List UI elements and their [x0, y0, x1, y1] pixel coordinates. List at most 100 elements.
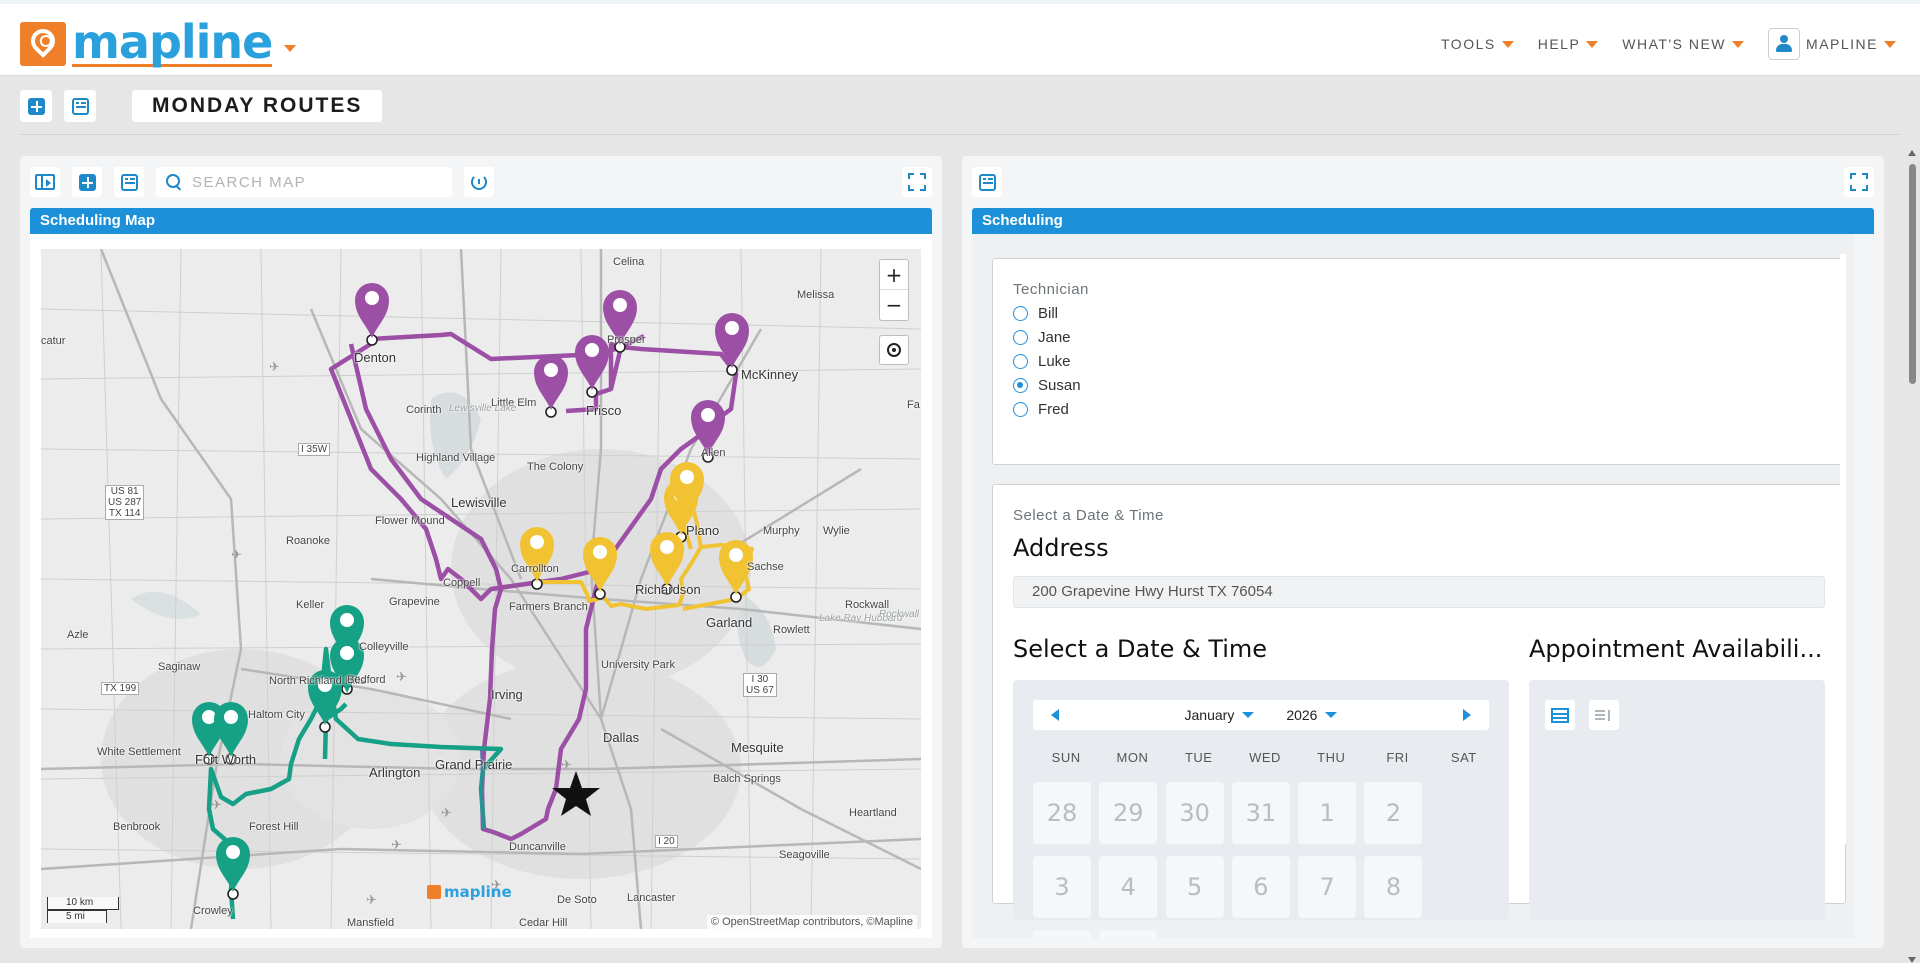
scheduling-list-button[interactable] — [972, 167, 1002, 197]
radio-button[interactable] — [1013, 402, 1028, 417]
pin-teal[interactable] — [308, 670, 342, 725]
locate-button[interactable] — [879, 335, 909, 365]
pin-yellow[interactable] — [520, 527, 554, 582]
table-view-button[interactable] — [1545, 700, 1575, 730]
radio-label: Bill — [1038, 305, 1059, 322]
map-canvas: ✈ ✈ ✈ ✈ ✈ ✈ ✈ ✈ ✈ — [41, 249, 921, 929]
calendar-day[interactable]: 5 — [1165, 856, 1224, 918]
pin-teal[interactable] — [214, 702, 248, 757]
pin-purple[interactable] — [603, 290, 637, 345]
svg-text:✈: ✈ — [491, 878, 502, 893]
map-label: Lewisville Lake — [449, 403, 517, 414]
calendar-day[interactable]: 9 — [1033, 930, 1091, 938]
radio-option-bill[interactable]: Bill — [1013, 305, 1825, 322]
add-panel-button[interactable] — [20, 90, 52, 122]
radio-button[interactable] — [1013, 306, 1028, 321]
calendar-day[interactable]: 4 — [1099, 856, 1158, 918]
calendar-day[interactable]: 10 — [1099, 930, 1158, 938]
zoom-in-button[interactable]: + — [880, 260, 908, 290]
plus-icon — [27, 97, 45, 115]
depot-star-icon[interactable] — [552, 771, 600, 816]
user-icon — [1775, 35, 1793, 53]
scroll-up-icon[interactable] — [1908, 150, 1916, 156]
map-label: Plano — [686, 523, 720, 538]
calendar-day[interactable]: 3 — [1033, 856, 1091, 918]
calendar-day[interactable]: 2 — [1364, 782, 1423, 844]
pin-teal[interactable] — [330, 638, 364, 693]
calendar-day[interactable]: 7 — [1298, 856, 1357, 918]
fullscreen-button[interactable] — [1844, 167, 1874, 197]
calendar-day[interactable]: 6 — [1231, 856, 1290, 918]
calendar-day[interactable]: 1 — [1298, 782, 1357, 844]
month-select[interactable]: January — [1185, 707, 1255, 723]
calendar-day[interactable]: 29 — [1099, 782, 1158, 844]
map-label: Crowley — [193, 905, 233, 917]
calendar-day[interactable]: 31 — [1231, 782, 1290, 844]
page-title[interactable]: MONDAY ROUTES — [132, 90, 383, 122]
map-label: Corinth — [406, 404, 442, 416]
map-panel: Scheduling Map — [20, 156, 942, 948]
add-layer-button[interactable] — [72, 167, 102, 197]
map-label: Highland Village — [416, 452, 496, 464]
route-map[interactable]: ✈ ✈ ✈ ✈ ✈ ✈ ✈ ✈ ✈ — [41, 249, 921, 929]
nav-whats-new[interactable]: WHAT'S NEW — [1622, 36, 1745, 52]
map-list-button[interactable] — [114, 167, 144, 197]
svg-text:✈: ✈ — [231, 548, 242, 563]
pin-purple[interactable] — [575, 335, 609, 390]
map-label: Flower Mound — [375, 515, 445, 527]
inner-scrollbar[interactable] — [1840, 254, 1846, 844]
layout-list-button[interactable] — [64, 90, 96, 122]
mapline-logo[interactable]: mapline — [20, 19, 297, 67]
radio-option-fred[interactable]: Fred — [1013, 401, 1825, 418]
map-search[interactable] — [156, 167, 452, 197]
pin-purple[interactable] — [534, 355, 568, 410]
scroll-down-icon[interactable] — [1908, 957, 1916, 963]
scroll-thumb[interactable] — [1909, 164, 1916, 384]
svg-text:✈: ✈ — [366, 893, 377, 908]
top-header: mapline TOOLS HELP WHAT'S NEW MAPLINE — [0, 0, 1920, 76]
pin-yellow[interactable] — [719, 540, 753, 595]
pin-teal[interactable] — [216, 837, 250, 892]
pin-purple[interactable] — [355, 283, 389, 338]
map-label: Prosper — [607, 334, 646, 346]
radio-button[interactable] — [1013, 354, 1028, 369]
fullscreen-button[interactable] — [902, 167, 932, 197]
radio-option-susan[interactable]: Susan — [1013, 377, 1825, 394]
logo-chevron-down-icon[interactable] — [284, 45, 297, 52]
map-label: Denton — [354, 350, 396, 365]
radio-button[interactable] — [1013, 378, 1028, 393]
page-scrollbar[interactable] — [1906, 150, 1918, 963]
map-attribution[interactable]: © OpenStreetMap contributors, ©Mapline — [706, 915, 917, 929]
radio-option-luke[interactable]: Luke — [1013, 353, 1825, 370]
search-input[interactable] — [192, 173, 432, 191]
refresh-button[interactable] — [464, 167, 494, 197]
radio-button[interactable] — [1013, 330, 1028, 345]
year-select[interactable]: 2026 — [1286, 707, 1338, 723]
pin-purple[interactable] — [715, 313, 749, 368]
pin-yellow[interactable] — [650, 532, 684, 587]
radio-option-jane[interactable]: Jane — [1013, 329, 1825, 346]
map-label: Carrollton — [511, 563, 559, 575]
pin-purple[interactable] — [691, 400, 725, 455]
address-field[interactable]: 200 Grapevine Hwy Hurst TX 76054 — [1013, 576, 1825, 608]
pin-yellow[interactable] — [583, 537, 617, 592]
map-pins[interactable] — [192, 283, 753, 892]
road-shield: TX 199 — [101, 682, 140, 695]
nav-tools[interactable]: TOOLS — [1441, 36, 1514, 52]
calendar-day[interactable]: 8 — [1364, 856, 1423, 918]
calendar-day[interactable]: 30 — [1165, 782, 1224, 844]
nav-account[interactable]: MAPLINE — [1768, 28, 1896, 60]
route-teal-branch[interactable] — [322, 702, 348, 760]
logo-pin-icon — [427, 885, 441, 899]
nav-help[interactable]: HELP — [1538, 36, 1599, 52]
next-month-icon[interactable] — [1463, 709, 1471, 721]
sort-button[interactable] — [1589, 700, 1619, 730]
calendar-day[interactable]: 28 — [1033, 782, 1091, 844]
pin-teal[interactable] — [330, 605, 364, 660]
zoom-out-button[interactable]: − — [885, 293, 903, 317]
pin-yellow[interactable] — [670, 462, 704, 517]
prev-month-icon[interactable] — [1051, 709, 1059, 721]
route-teal[interactable] — [206, 646, 504, 920]
chevron-down-icon — [1586, 40, 1599, 48]
toggle-drawer-button[interactable] — [30, 167, 60, 197]
